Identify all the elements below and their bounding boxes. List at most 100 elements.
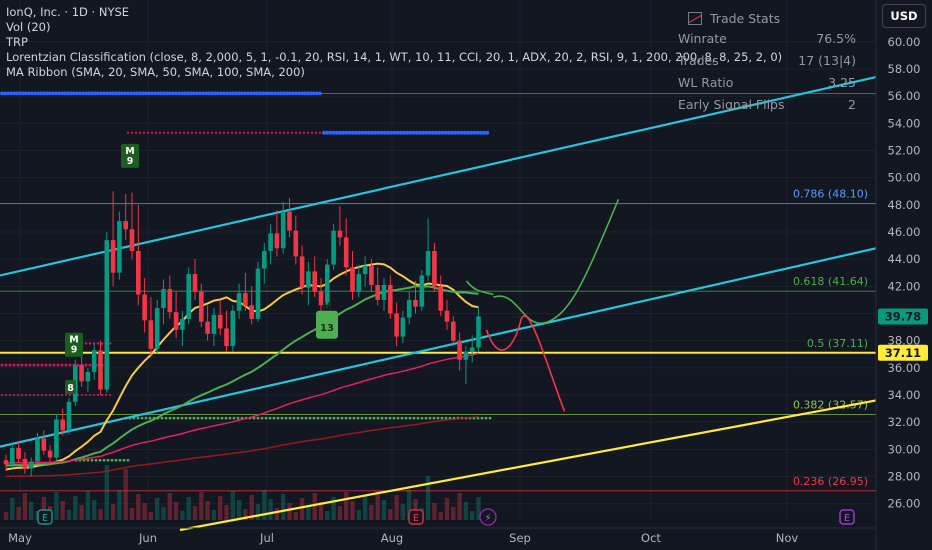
signal-dot-blue bbox=[273, 91, 277, 96]
event-letter: E bbox=[413, 513, 419, 524]
indicator-lorentzian[interactable]: Lorentzian Classification (close, 8, 2,0… bbox=[6, 50, 783, 64]
candle-body bbox=[406, 299, 412, 318]
candle-body bbox=[394, 313, 399, 337]
candle-body bbox=[54, 419, 59, 458]
currency-button[interactable]: USD bbox=[882, 4, 926, 28]
signal-dot-green bbox=[312, 416, 316, 420]
volume-bar bbox=[306, 507, 311, 520]
candle-body bbox=[236, 293, 242, 311]
signal-dot-green bbox=[272, 416, 276, 420]
signal-badge-large: M 13 bbox=[316, 301, 338, 339]
candle-body bbox=[22, 458, 28, 469]
signal-dot-green bbox=[352, 416, 356, 420]
signal-dot-blue bbox=[434, 130, 438, 135]
signal-dot-blue bbox=[255, 91, 259, 96]
signal-dot-green bbox=[148, 416, 152, 420]
signal-dot-green bbox=[480, 416, 484, 420]
price-axis[interactable]: 26.0028.0030.0032.0034.0036.0038.0040.00… bbox=[875, 0, 928, 550]
month-label: Oct bbox=[641, 531, 661, 545]
candle-body bbox=[343, 237, 349, 268]
signal-dot-pink bbox=[108, 393, 112, 397]
candle-body bbox=[10, 447, 15, 465]
price-label-text: 39.78 bbox=[885, 309, 921, 323]
candle-body bbox=[444, 310, 450, 322]
signal-dot-pink bbox=[52, 393, 56, 397]
signal-dot-blue bbox=[300, 91, 304, 96]
price-tick-label: 60.00 bbox=[888, 35, 921, 49]
candle-body bbox=[375, 284, 380, 300]
volume-bar bbox=[470, 511, 475, 520]
signal-dot-blue bbox=[350, 130, 355, 135]
signal-dot-blue bbox=[195, 91, 199, 96]
indicator-trp[interactable]: TRP bbox=[6, 35, 28, 49]
signal-dot-blue bbox=[21, 91, 25, 96]
indicator-ma-ribbon[interactable]: MA Ribbon (SMA, 20, SMA, 50, SMA, 100, S… bbox=[6, 65, 305, 79]
signal-dot-pink bbox=[306, 131, 310, 134]
signal-dot-green bbox=[288, 416, 292, 420]
volume-bar bbox=[218, 496, 223, 520]
signal-dot-blue bbox=[338, 130, 342, 135]
signal-dot-blue bbox=[162, 91, 166, 96]
signal-dot-green bbox=[216, 416, 220, 420]
signal-dot-pink bbox=[56, 363, 60, 367]
volume-bar bbox=[3, 512, 9, 520]
price-tick-label: 56.00 bbox=[888, 89, 921, 103]
signal-dot-pink bbox=[24, 363, 28, 367]
volume-bar bbox=[425, 476, 431, 520]
volume-bar bbox=[129, 508, 135, 520]
price-tick-label: 42.00 bbox=[888, 279, 921, 293]
symbol-title[interactable]: IonQ, Inc. · 1D · NYSE bbox=[6, 5, 130, 19]
signal-dot-pink bbox=[294, 131, 298, 134]
candle-body bbox=[249, 305, 254, 319]
signal-dot-pink bbox=[206, 131, 210, 134]
signal-dot-pink bbox=[298, 131, 302, 134]
candle-body bbox=[173, 312, 179, 330]
signal-dot-green bbox=[388, 416, 392, 420]
indicator-volume[interactable]: Vol (20) bbox=[6, 20, 51, 34]
signal-dot-green bbox=[376, 416, 380, 420]
signal-dot-green bbox=[396, 416, 400, 420]
signal-dot-green bbox=[268, 416, 272, 420]
signal-dot-blue bbox=[36, 91, 40, 96]
signal-dot-pink bbox=[258, 131, 262, 134]
price-label-text: 37.11 bbox=[885, 346, 921, 360]
candle-body bbox=[318, 291, 324, 306]
signal-dot-green bbox=[98, 458, 102, 462]
signal-dot-blue bbox=[347, 130, 352, 135]
candle-body bbox=[79, 365, 84, 382]
signal-dot-blue bbox=[3, 91, 7, 96]
signal-dot-green bbox=[384, 416, 388, 420]
candle-body bbox=[451, 321, 456, 341]
signal-dot-blue bbox=[478, 130, 483, 135]
bullish-projection bbox=[493, 199, 620, 325]
volume-bar bbox=[337, 506, 343, 520]
signal-dot-blue bbox=[129, 91, 133, 96]
signal-dot-blue bbox=[60, 91, 64, 96]
time-axis[interactable]: May Jun Jul Aug Sep Oct Nov E E E ⚡ bbox=[0, 508, 876, 545]
month-label: May bbox=[8, 531, 32, 545]
signal-dot-pink bbox=[270, 131, 274, 134]
trade-stats-table: Trade Stats Winrate 76.5% Trades 17 (13|… bbox=[676, 8, 856, 116]
stats-row-wl-ratio: WL Ratio 3.25 bbox=[676, 72, 856, 94]
signal-dot-blue bbox=[126, 91, 130, 96]
signal-dot-green bbox=[136, 416, 140, 420]
signal-dot-blue bbox=[482, 130, 486, 135]
signal-dot-blue bbox=[376, 130, 381, 135]
volume-bar bbox=[375, 491, 380, 520]
trade-stats-title: Trade Stats bbox=[710, 10, 781, 26]
candle-body bbox=[230, 310, 236, 347]
price-tick-label: 32.00 bbox=[888, 415, 921, 429]
signal-dot-green bbox=[444, 416, 448, 420]
signal-dot-green bbox=[224, 416, 228, 420]
volume-bar bbox=[142, 503, 147, 520]
signal-dot-blue bbox=[210, 91, 214, 96]
signal-dot-pink bbox=[88, 393, 92, 397]
signal-dot-pink bbox=[158, 131, 162, 134]
signal-dot-blue bbox=[469, 130, 474, 135]
signal-dot-blue bbox=[78, 91, 82, 96]
signal-dot-pink bbox=[48, 363, 52, 367]
signal-dot-pink bbox=[0, 363, 4, 367]
signal-dot-blue bbox=[450, 130, 454, 135]
candle-body bbox=[161, 289, 166, 309]
